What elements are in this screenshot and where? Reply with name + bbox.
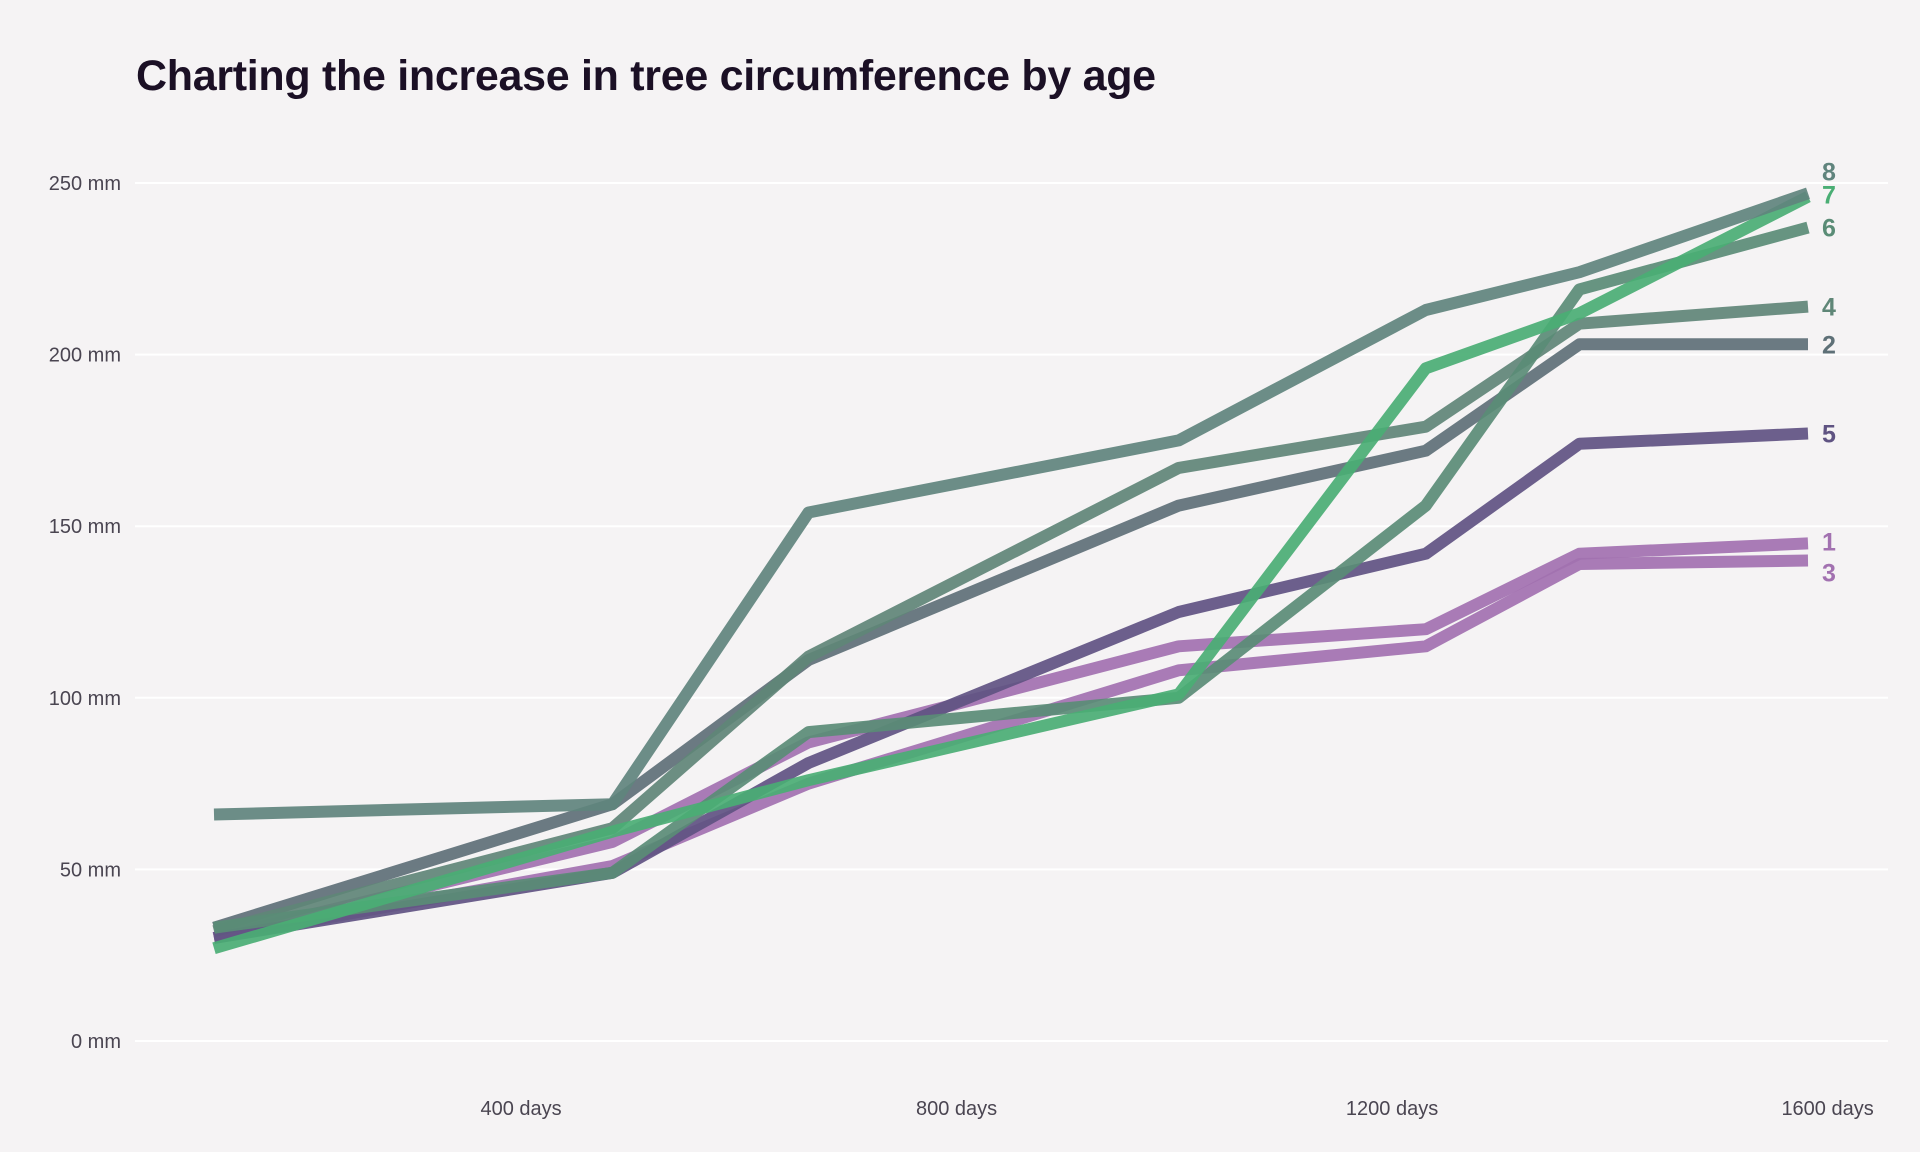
x-tick-label: 1600 days (1781, 1098, 1873, 1120)
y-tick-label: 250 mm (49, 173, 121, 195)
series-label-5: 5 (1822, 421, 1836, 449)
series-label-4: 4 (1822, 294, 1836, 322)
series-label-6: 6 (1822, 215, 1836, 243)
gridlines (135, 182, 1888, 1042)
y-tick-label: 0 mm (71, 1031, 121, 1053)
chart-title: Charting the increase in tree circumfere… (136, 52, 1156, 100)
series-label-8: 8 (1822, 158, 1836, 186)
series-label-2: 2 (1822, 331, 1836, 359)
y-tick-label: 200 mm (49, 345, 121, 367)
x-axis-tick-labels: 400 days 800 days 1200 days 1600 days (480, 1098, 1873, 1120)
x-tick-label: 800 days (916, 1098, 997, 1120)
x-tick-label: 400 days (480, 1098, 561, 1120)
series-end-labels: 1 2 3 4 5 6 78 (1822, 158, 1836, 587)
series-line-1 (212, 537, 1809, 944)
y-tick-label: 50 mm (60, 859, 121, 881)
y-axis-tick-labels: 0 mm 50 mm 100 mm 150 mm 200 mm 250 mm (49, 173, 121, 1053)
y-tick-label: 150 mm (49, 516, 121, 538)
series-line-8 (213, 187, 1810, 821)
series-line-4 (212, 300, 1809, 938)
series-label-7: 7 (1822, 182, 1836, 210)
y-tick-label: 100 mm (49, 688, 121, 710)
series-label-1: 1 (1822, 528, 1836, 556)
series-line-7 (212, 191, 1811, 955)
series-label-3: 3 (1822, 560, 1836, 588)
series-line-2 (212, 338, 1808, 934)
series-lines (212, 187, 1811, 955)
series-line-5 (213, 427, 1809, 944)
x-tick-label: 1200 days (1346, 1098, 1438, 1120)
